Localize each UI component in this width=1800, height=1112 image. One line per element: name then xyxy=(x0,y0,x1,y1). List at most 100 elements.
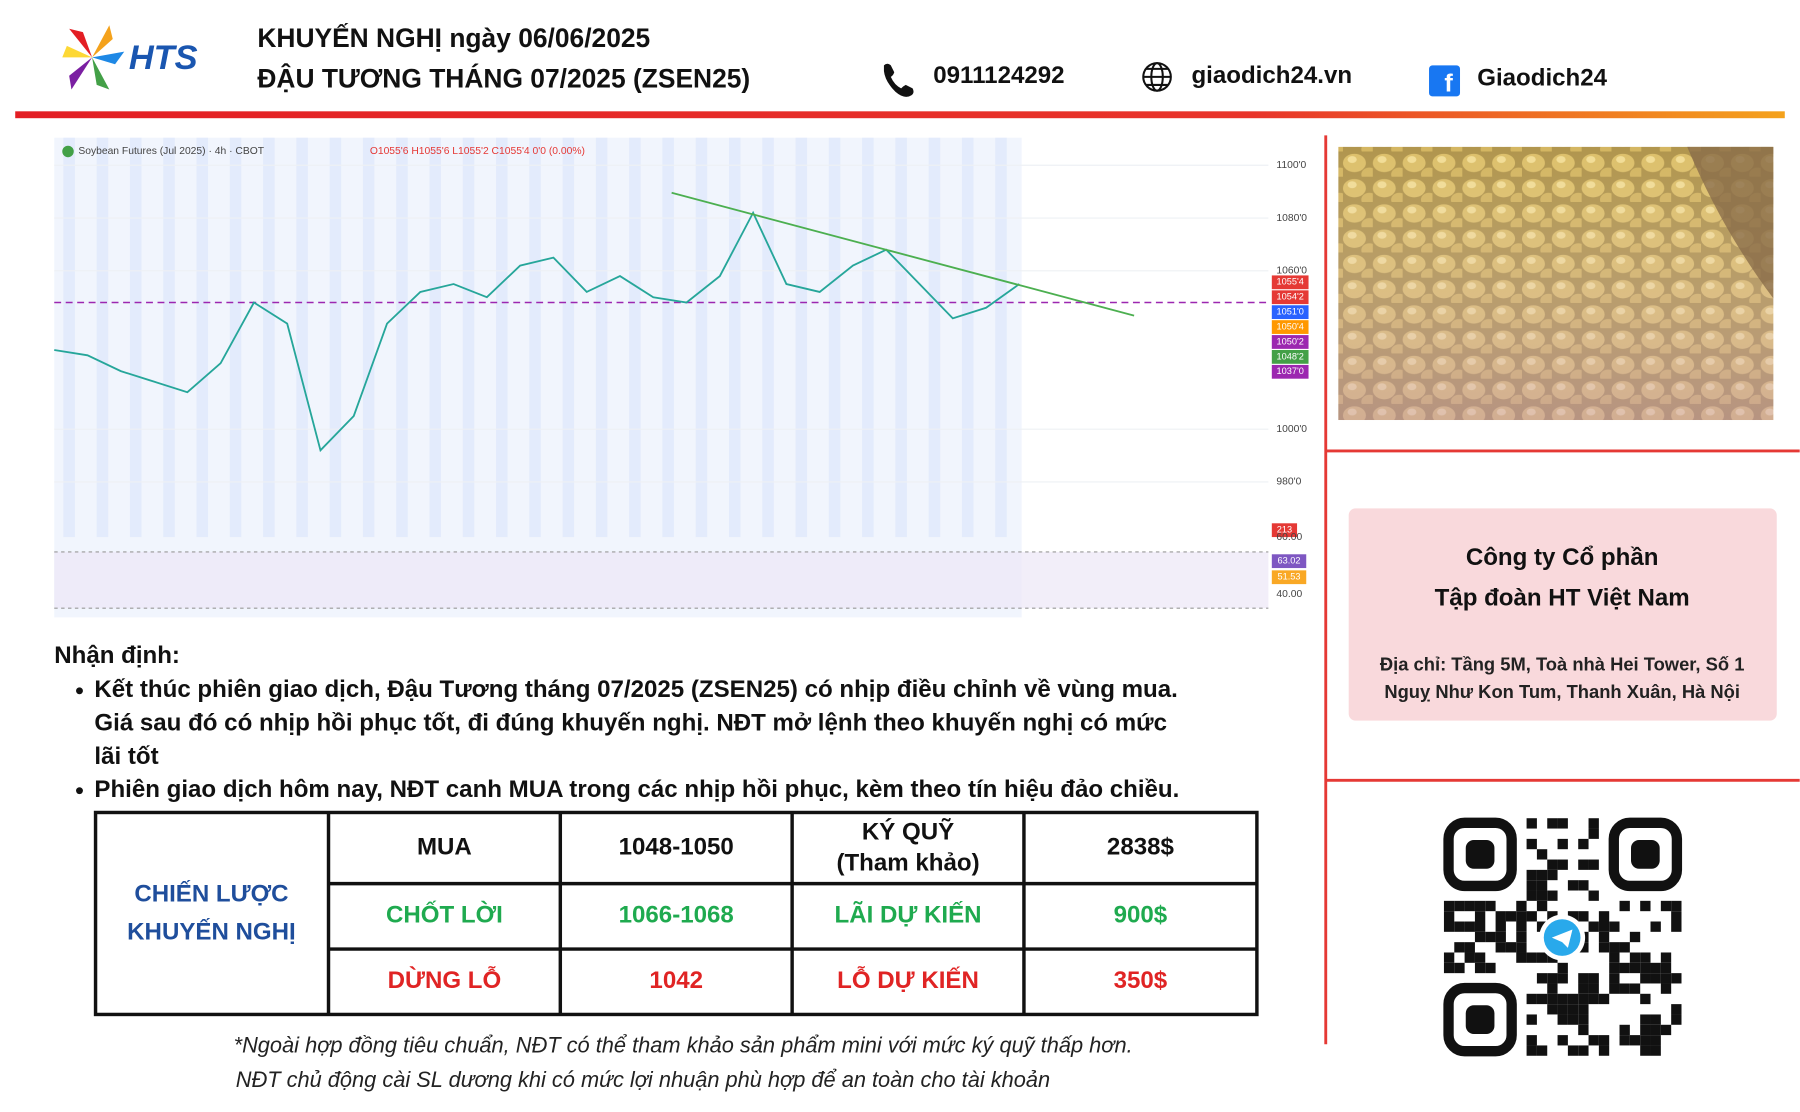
qr-module xyxy=(1443,921,1455,932)
title-line2: ĐẬU TƯƠNG THÁNG 07/2025 (ZSEN25) xyxy=(257,63,750,93)
qr-module xyxy=(1588,859,1599,870)
qr-module xyxy=(1640,1035,1651,1046)
bullet-text: Kết thúc phiên giao dịch, Đậu Tương thán… xyxy=(94,676,1177,703)
bg-stripe xyxy=(163,137,175,538)
bg-stripe xyxy=(928,137,941,538)
qr-module xyxy=(1650,921,1661,932)
qr-module xyxy=(1474,911,1486,922)
qr-module xyxy=(1598,921,1610,932)
price-tag xyxy=(1271,305,1309,320)
table-cell: 1066-1068 xyxy=(619,902,734,929)
qr-module xyxy=(1588,921,1599,932)
company-box xyxy=(1348,508,1777,721)
qr-module xyxy=(1629,952,1641,963)
bg-stripe xyxy=(795,137,808,538)
facebook-icon xyxy=(1429,65,1461,97)
qr-module xyxy=(1536,869,1548,881)
price-tag-label: 1054'2 xyxy=(1277,292,1304,302)
qr-module xyxy=(1536,900,1548,912)
qr-module xyxy=(1547,890,1558,901)
volume-tag xyxy=(1271,523,1298,538)
qr-module xyxy=(1588,993,1599,1005)
qr-module xyxy=(1526,890,1537,901)
qr-module xyxy=(1526,1035,1537,1046)
qr-module xyxy=(1536,993,1548,1005)
qr-module xyxy=(1567,1014,1579,1025)
qr-module xyxy=(1536,849,1548,860)
telegram-plane xyxy=(1551,929,1573,948)
table-cell: 2838$ xyxy=(1107,833,1175,860)
chart-title: Soybean Futures (Jul 2025) · 4h · CBOT xyxy=(78,146,264,157)
y-tick-label: 1080'0 xyxy=(1276,213,1307,224)
qr-module xyxy=(1660,1024,1672,1036)
qr-module xyxy=(1660,900,1672,912)
qr-module xyxy=(1640,1045,1651,1056)
qr-module xyxy=(1557,818,1568,829)
table-cell: LỖ DỰ KIẾN xyxy=(837,965,979,994)
price-tag-label: 1050'2 xyxy=(1277,336,1304,346)
qr-module xyxy=(1619,962,1630,974)
note: NĐT chủ động cài SL dương khi có mức lợi… xyxy=(236,1067,1050,1092)
qr-module xyxy=(1609,921,1620,932)
qr-module xyxy=(1650,1045,1661,1056)
qr-module xyxy=(1671,1014,1682,1025)
bg-stripe xyxy=(729,137,741,538)
qr-module xyxy=(1557,962,1568,974)
logo-icon xyxy=(62,25,125,90)
qr-module xyxy=(1443,952,1455,963)
qr-finder xyxy=(1608,817,1683,892)
bg-stripe xyxy=(828,137,841,538)
qr-module xyxy=(1505,911,1517,922)
qr-module xyxy=(1640,993,1651,1005)
qr-module xyxy=(1567,911,1579,922)
strategy-table: CHIẾN LƯỢC KHUYẾN NGHỊ MUA 1048-1050 KÝ QUỸ (… xyxy=(93,810,1259,1017)
bg-stripe xyxy=(529,137,541,538)
qr-module xyxy=(1536,973,1548,984)
bg-stripe xyxy=(63,137,75,538)
qr-module xyxy=(1660,983,1672,994)
bg-stripe xyxy=(429,137,441,538)
qr-module xyxy=(1650,1024,1661,1036)
qr-module xyxy=(1536,952,1548,963)
company-line1: Công ty Cổ phần xyxy=(1466,544,1659,571)
qr-module xyxy=(1619,983,1630,994)
qr-module xyxy=(1536,880,1548,891)
rsi-tag-label: 51.53 xyxy=(1278,572,1301,582)
logo-text: HTS xyxy=(129,39,198,77)
rsi-band xyxy=(54,551,1269,609)
price-tag xyxy=(1271,364,1309,379)
qr-module xyxy=(1629,983,1641,994)
qr-module xyxy=(1598,1045,1610,1056)
bg-stripe xyxy=(96,137,109,538)
qr-module xyxy=(1619,900,1630,912)
bullet-text: Phiên giao dịch hôm nay, NĐT canh MUA tr… xyxy=(94,776,1179,803)
bg-stripe xyxy=(895,137,907,538)
bg-stripe xyxy=(695,137,708,538)
price-tag xyxy=(1271,335,1309,349)
bullet-dot xyxy=(76,787,83,795)
price-tag xyxy=(1271,290,1309,305)
qr-finder xyxy=(1443,982,1517,1057)
qr-module xyxy=(1598,942,1610,953)
qr-module xyxy=(1640,952,1651,963)
qr-module xyxy=(1671,1004,1682,1015)
price-tag xyxy=(1271,275,1309,290)
qr-module xyxy=(1598,931,1610,943)
y-tick-label: 1100'0 xyxy=(1276,160,1306,171)
qr-module xyxy=(1557,838,1568,850)
qr-finder-core xyxy=(1465,1005,1495,1034)
qr-finder xyxy=(1443,817,1517,892)
bg-stripe xyxy=(862,137,874,538)
qr-module xyxy=(1578,911,1589,922)
website: giaodich24.vn xyxy=(1191,62,1352,89)
qr-module xyxy=(1526,838,1537,850)
qr-module xyxy=(1505,942,1517,953)
qr-module xyxy=(1516,952,1527,963)
qr-module xyxy=(1547,818,1558,829)
qr-module xyxy=(1609,962,1620,974)
header-bar xyxy=(15,111,1785,119)
qr-module xyxy=(1474,931,1486,943)
bg-stripe xyxy=(961,137,974,538)
price-tag-label: 1050'4 xyxy=(1277,321,1304,331)
qr-module xyxy=(1495,942,1506,953)
